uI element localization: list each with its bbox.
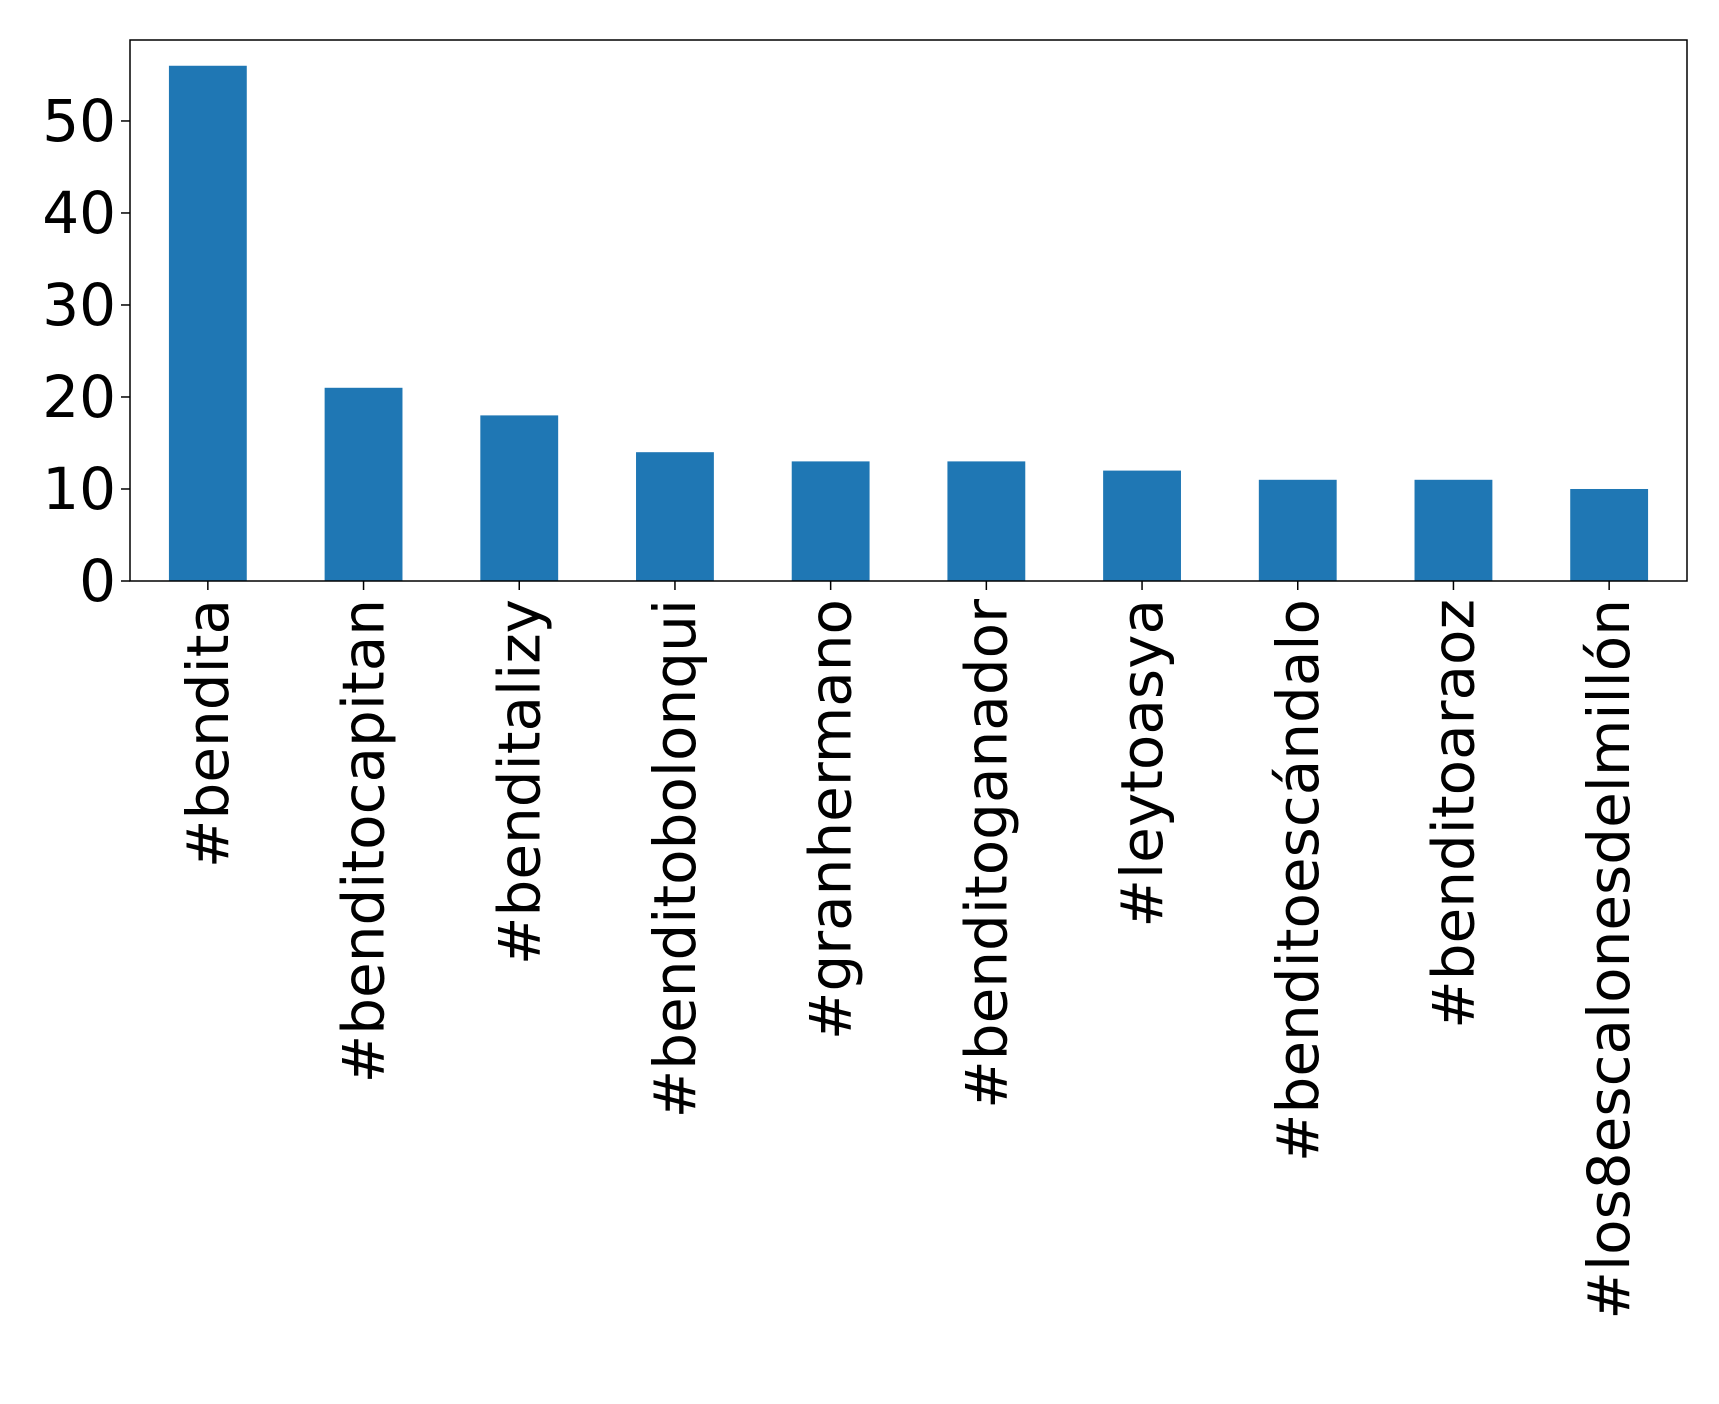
x-tick-label: #leytoasya (1108, 599, 1176, 928)
plot-frame (129, 39, 1688, 582)
x-tick-label: #bendita (174, 599, 242, 868)
bar (1414, 479, 1493, 581)
bar (1258, 479, 1337, 581)
bar (168, 65, 247, 581)
x-tick-label: #benditobolonqui (641, 599, 709, 1118)
bar (1103, 470, 1181, 581)
x-tick-label: #benditalizy (485, 599, 553, 965)
x-tick-label: #benditocapitan (330, 599, 398, 1083)
x-tick-label: #benditoganador (952, 599, 1020, 1109)
bar (947, 461, 1026, 581)
y-tick-label: 20 (42, 363, 116, 431)
x-tick-label: #benditoaraoz (1419, 599, 1487, 1029)
x-tick-label: #granhermano (797, 599, 865, 1040)
bar (1570, 488, 1649, 581)
bar (636, 452, 714, 581)
y-tick-label: 30 (42, 271, 116, 339)
y-tick-label: 10 (42, 455, 116, 523)
bar (791, 461, 870, 581)
bar (324, 387, 403, 581)
x-tick-label: #los8escalonesdelmillón (1575, 599, 1643, 1320)
x-tick-label: #benditoescándalo (1264, 599, 1332, 1162)
y-tick-label: 40 (42, 179, 116, 247)
y-tick-label: 50 (42, 87, 116, 155)
y-tick-label: 0 (79, 547, 116, 615)
bar (480, 415, 559, 581)
